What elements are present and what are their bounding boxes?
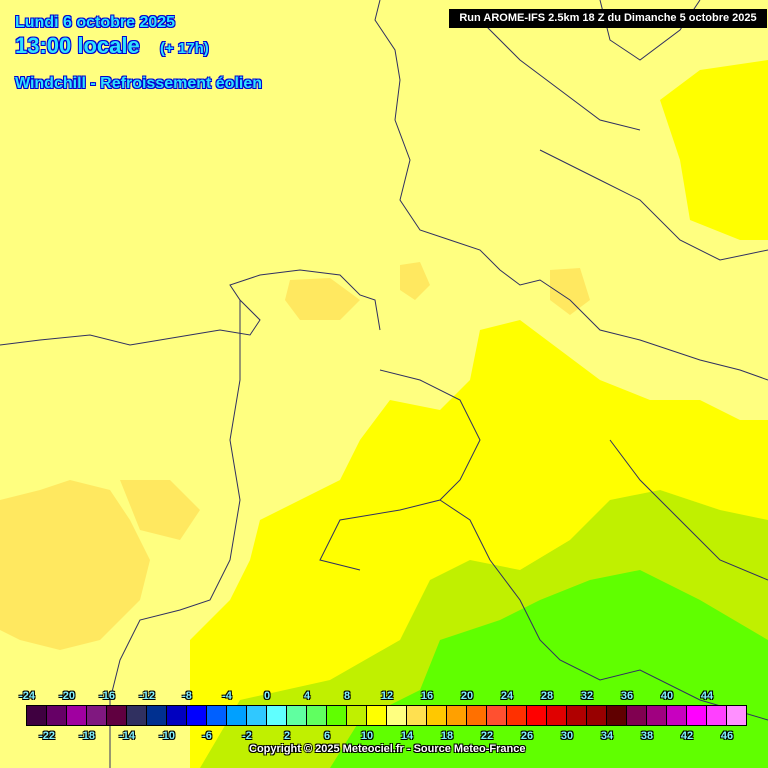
color-scale-cell xyxy=(527,706,547,725)
scale-label-bottom: 14 xyxy=(400,730,414,742)
scale-label-bottom: -22 xyxy=(39,730,55,742)
color-scale-cell xyxy=(227,706,247,725)
scale-label-bottom: 10 xyxy=(360,730,374,742)
color-scale-cell xyxy=(647,706,667,725)
color-scale-cell xyxy=(87,706,107,725)
scale-label-bottom: 22 xyxy=(480,730,494,742)
scale-label-bottom: 6 xyxy=(323,730,331,742)
scale-label-top: 8 xyxy=(343,690,351,702)
scale-label-top: -16 xyxy=(99,690,115,702)
scale-label-bottom: 30 xyxy=(560,730,574,742)
scale-label-top: 24 xyxy=(500,690,514,702)
color-scale-cell xyxy=(447,706,467,725)
color-scale-cell xyxy=(607,706,627,725)
color-scale-cell xyxy=(467,706,487,725)
color-scale-cell xyxy=(667,706,687,725)
forecast-time: 13:00 locale xyxy=(15,33,141,59)
scale-label-top: -20 xyxy=(59,690,75,702)
scale-label-bottom: -2 xyxy=(242,730,252,742)
forecast-lead-time: (+ 17h) xyxy=(160,40,210,58)
color-scale-cell xyxy=(67,706,87,725)
scale-label-top: 32 xyxy=(580,690,594,702)
scale-label-top: 4 xyxy=(303,690,311,702)
color-scale-cell xyxy=(387,706,407,725)
copyright: Copyright © 2025 Meteociel.fr - Source M… xyxy=(249,743,526,755)
scale-label-top: -8 xyxy=(182,690,192,702)
color-scale-cell xyxy=(187,706,207,725)
color-scale-cell xyxy=(27,706,47,725)
scale-label-bottom: 34 xyxy=(600,730,614,742)
color-scale-cell xyxy=(547,706,567,725)
scale-label-bottom: 2 xyxy=(283,730,291,742)
scale-label-bottom: -6 xyxy=(202,730,212,742)
scale-label-top: -24 xyxy=(19,690,35,702)
cool-patches xyxy=(0,262,590,650)
scale-label-bottom: -14 xyxy=(119,730,135,742)
scale-label-bottom: 26 xyxy=(520,730,534,742)
scale-label-top: 16 xyxy=(420,690,434,702)
scale-label-top: 36 xyxy=(620,690,634,702)
color-scale-cell xyxy=(167,706,187,725)
color-scale-cell xyxy=(707,706,727,725)
color-scale-cell xyxy=(587,706,607,725)
color-scale-bar xyxy=(26,705,747,726)
scale-label-top: -12 xyxy=(139,690,155,702)
color-scale-cell xyxy=(287,706,307,725)
scale-label-bottom: 18 xyxy=(440,730,454,742)
color-scale-cell xyxy=(127,706,147,725)
scale-label-bottom: -18 xyxy=(79,730,95,742)
color-scale-cell xyxy=(47,706,67,725)
scale-label-bottom: 38 xyxy=(640,730,654,742)
color-scale-cell xyxy=(507,706,527,725)
color-scale-cell xyxy=(727,706,746,725)
color-scale-cell xyxy=(247,706,267,725)
color-scale-cell xyxy=(327,706,347,725)
scale-label-top: 28 xyxy=(540,690,554,702)
forecast-date: Lundi 6 octobre 2025 xyxy=(14,14,176,32)
scale-label-top: 0 xyxy=(263,690,271,702)
color-scale-cell xyxy=(627,706,647,725)
color-scale-cell xyxy=(267,706,287,725)
scale-label-top: -4 xyxy=(222,690,232,702)
color-scale-cell xyxy=(367,706,387,725)
color-scale-cell xyxy=(307,706,327,725)
color-scale-cell xyxy=(207,706,227,725)
scale-label-bottom: 42 xyxy=(680,730,694,742)
color-scale-cell xyxy=(687,706,707,725)
scale-label-top: 12 xyxy=(380,690,394,702)
scale-label-top: 40 xyxy=(660,690,674,702)
scale-label-top: 44 xyxy=(700,690,714,702)
color-scale-cell xyxy=(347,706,367,725)
run-info: Run AROME-IFS 2.5km 18 Z du Dimanche 5 o… xyxy=(449,9,767,28)
color-scale-cell xyxy=(567,706,587,725)
scale-label-bottom: 46 xyxy=(720,730,734,742)
color-scale-cell xyxy=(107,706,127,725)
parameter-title: Windchill - Refroissement éolien xyxy=(14,75,263,93)
color-scale-cell xyxy=(487,706,507,725)
scale-label-top: 20 xyxy=(460,690,474,702)
color-scale-cell xyxy=(427,706,447,725)
scale-label-bottom: -10 xyxy=(159,730,175,742)
color-scale-cell xyxy=(407,706,427,725)
color-scale-cell xyxy=(147,706,167,725)
